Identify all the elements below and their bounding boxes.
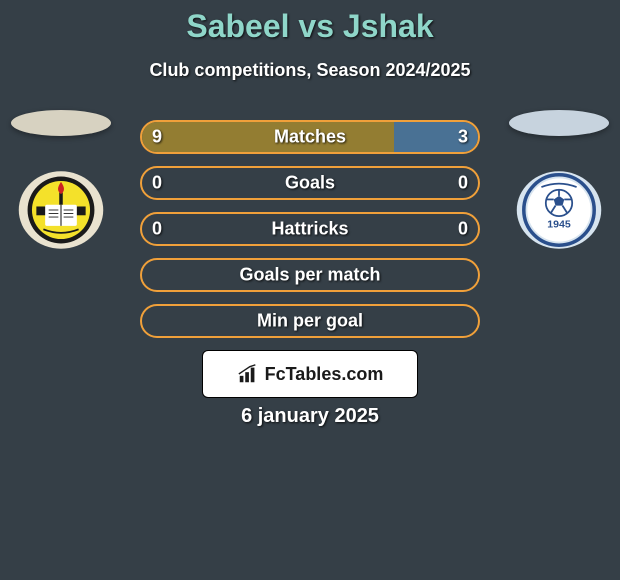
stat-bar-left-value: 0 [152,219,162,240]
stat-bar: Matches93 [140,120,480,154]
team-left-badge-icon [13,166,109,254]
page-title: Sabeel vs Jshak [0,8,620,45]
team-right-badge-icon: 1945 [511,166,607,254]
stat-bar: Goals per match [140,258,480,292]
stats-card: Sabeel vs Jshak Club competitions, Seaso… [0,0,620,580]
svg-text:1945: 1945 [547,219,571,231]
stat-bar-right-value: 0 [458,219,468,240]
stat-bar-label: Min per goal [142,311,478,332]
stat-bars: Matches93Goals00Hattricks00Goals per mat… [140,120,480,338]
stat-bar-label: Goals per match [142,265,478,286]
stat-bar-label: Hattricks [142,219,478,240]
stat-bar: Goals0 0 [140,166,480,200]
stat-bar-label: Goals [142,173,478,194]
page-subtitle: Club competitions, Season 2024/2025 [0,60,620,81]
stat-bar: Hattricks0 0 [140,212,480,246]
snapshot-date: 6 january 2025 [0,405,620,428]
brand-chart-icon [237,363,259,385]
team-right-shadow [509,110,609,136]
stat-bar-right-value: 0 [458,173,468,194]
team-left-column [6,110,116,254]
brand-text: FcTables.com [265,364,384,385]
stat-bar-left-value: 0 [152,173,162,194]
stat-bar: Min per goal [140,304,480,338]
stat-bar-left-fill [142,122,394,152]
team-right-column: 1945 [504,110,614,254]
brand-box: FcTables.com [202,350,418,398]
stat-bar-right-fill [394,122,478,152]
team-left-shadow [11,110,111,136]
